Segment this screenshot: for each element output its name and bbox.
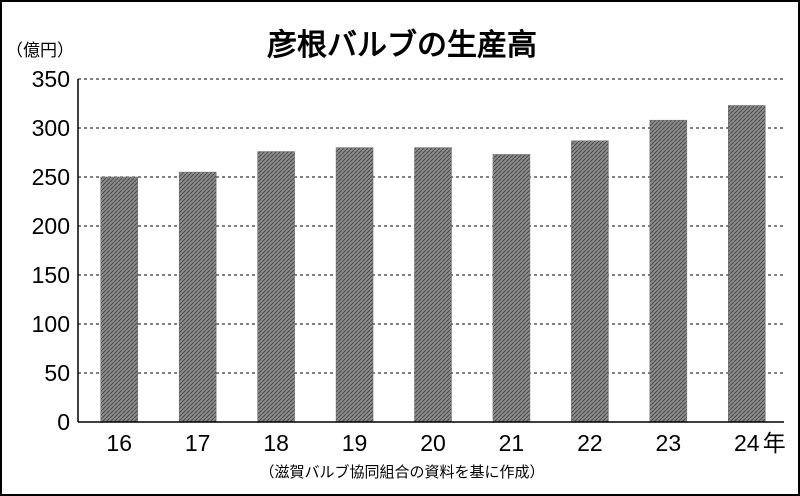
x-axis-suffix: 年 [763, 430, 786, 456]
chart-title: 彦根バルブの生産高 [267, 28, 537, 63]
x-tick-label: 18 [263, 430, 289, 456]
bar [414, 147, 452, 423]
y-tick-label: 300 [32, 115, 70, 141]
bar [649, 119, 688, 423]
x-tick-label: 20 [420, 430, 446, 456]
x-tick-label: 24 [734, 430, 760, 456]
bar [335, 147, 374, 423]
y-tick-label: 50 [44, 360, 70, 386]
x-tick-label: 19 [342, 430, 368, 456]
y-tick-label: 150 [32, 262, 70, 288]
bar [492, 154, 531, 423]
bar [100, 176, 138, 423]
x-tick-label: 22 [577, 430, 603, 456]
x-tick-label: 21 [499, 430, 525, 456]
x-tick-label: 17 [185, 430, 211, 456]
y-tick-label: 350 [32, 66, 70, 92]
y-tick-label: 250 [32, 164, 70, 190]
bar [728, 105, 766, 423]
bar [257, 151, 295, 423]
x-tick-label: 23 [656, 430, 682, 456]
bar [571, 140, 609, 423]
y-tick-label: 200 [32, 213, 70, 239]
y-tick-label: 0 [57, 409, 70, 435]
source-note: （滋賀バルブ協同組合の資料を基に作成） [259, 463, 545, 481]
bar [178, 171, 217, 423]
y-tick-label: 100 [32, 311, 70, 337]
y-axis-unit-label: （億円） [6, 41, 74, 61]
x-tick-label: 16 [106, 430, 132, 456]
